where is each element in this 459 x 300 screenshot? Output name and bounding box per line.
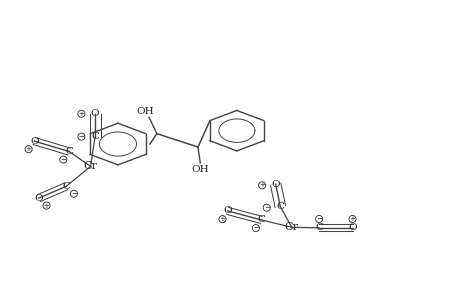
Text: C: C <box>257 215 264 224</box>
Text: Cr: Cr <box>284 222 298 232</box>
Text: −: − <box>263 205 269 211</box>
Text: −: − <box>60 157 66 163</box>
Text: C: C <box>314 224 323 232</box>
Text: O: O <box>223 206 231 215</box>
Text: +: + <box>349 216 355 222</box>
Text: +: + <box>78 111 84 117</box>
Text: −: − <box>78 134 84 140</box>
Text: −: − <box>252 225 258 231</box>
Text: C: C <box>276 202 284 211</box>
Text: O: O <box>271 180 280 189</box>
Text: −: − <box>315 216 321 222</box>
Text: +: + <box>219 216 225 222</box>
Text: O: O <box>90 109 99 118</box>
Text: −: − <box>71 191 77 197</box>
Text: C: C <box>62 182 70 191</box>
Text: Cr: Cr <box>84 161 97 171</box>
Text: C: C <box>91 132 99 141</box>
Text: +: + <box>258 182 264 188</box>
Text: OH: OH <box>136 107 154 116</box>
Text: C: C <box>65 147 73 156</box>
Text: OH: OH <box>191 165 209 174</box>
Text: O: O <box>34 194 43 203</box>
Text: +: + <box>26 146 31 152</box>
Text: +: + <box>44 202 49 208</box>
Text: O: O <box>347 224 356 232</box>
Text: O: O <box>30 136 39 146</box>
